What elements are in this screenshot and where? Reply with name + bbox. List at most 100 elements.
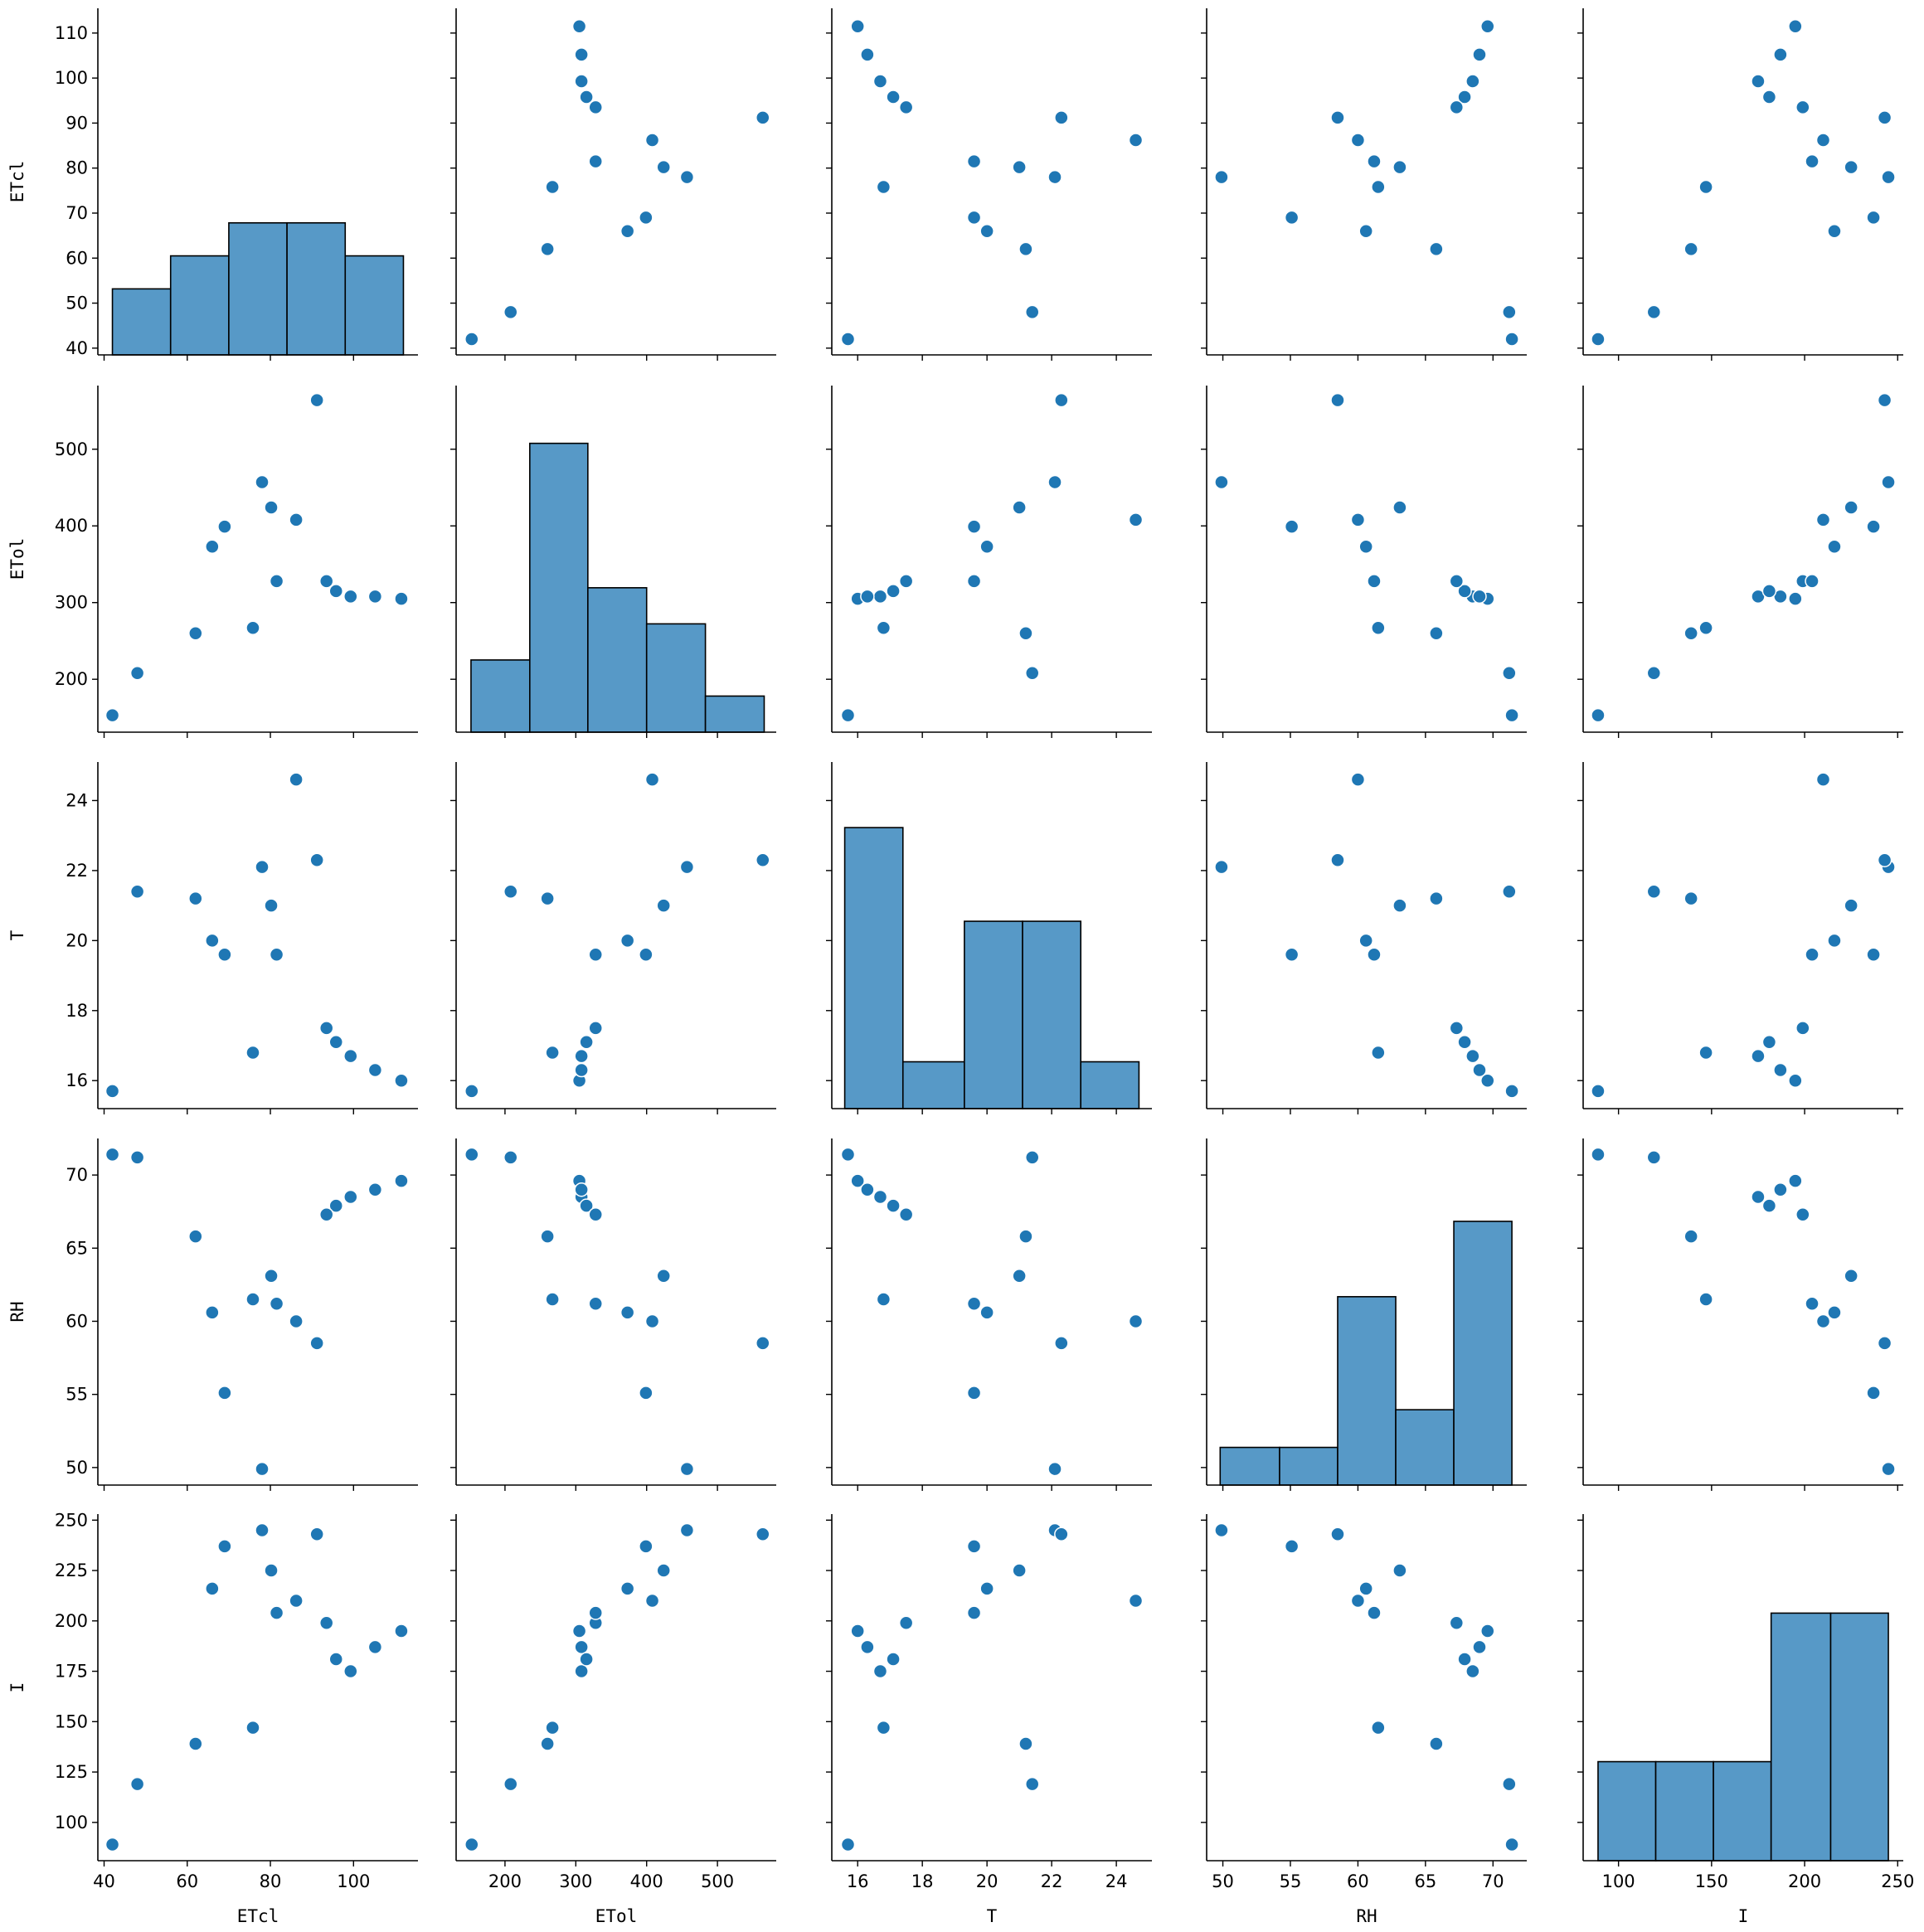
scatter-point: [588, 1296, 603, 1312]
scatter-point: [1449, 1021, 1465, 1036]
histogram-bar: [843, 827, 904, 1109]
y-tick-label: 150: [55, 1711, 88, 1731]
scatter-point: [574, 1663, 589, 1679]
scatter-point: [1472, 1639, 1487, 1655]
scatter-point: [860, 1182, 875, 1197]
scatter-point: [1502, 1776, 1517, 1792]
scatter-point: [1472, 589, 1487, 604]
scatter-point: [129, 884, 145, 899]
y-tick-label: 22: [66, 861, 88, 881]
x-tick-label: 100: [337, 1871, 370, 1891]
scatter-point: [1018, 1229, 1033, 1244]
scatter-point: [1012, 500, 1027, 515]
scatter-point: [1591, 332, 1606, 347]
scatter-point: [503, 1150, 518, 1165]
scatter-point: [872, 1189, 888, 1205]
scatter-point: [1684, 241, 1698, 257]
scatter-point: [571, 18, 587, 34]
panel-T-vs-RH: [1201, 762, 1527, 1114]
panel-I-vs-ETol: 200 300 400 500: [450, 1514, 776, 1891]
scatter-point: [1751, 1189, 1766, 1205]
y-tick-label: 90: [66, 113, 88, 133]
y-tick-label: 110: [55, 23, 88, 43]
scatter-point: [394, 591, 409, 606]
scatter-point: [1358, 1581, 1373, 1596]
y-tick-label: 20: [66, 930, 88, 950]
scatter-point: [264, 1269, 279, 1284]
x-tick-label: 100: [1602, 1871, 1635, 1891]
histogram-bar: [1713, 1760, 1772, 1862]
scatter-point: [503, 304, 518, 320]
scatter-point: [503, 884, 518, 899]
histogram-bar: [1022, 920, 1082, 1109]
histogram-bar: [1219, 1446, 1280, 1486]
panel-I-vs-T: 16 18 20 22 24: [826, 1514, 1152, 1891]
x-tick-label: 18: [911, 1871, 934, 1891]
scatter-point: [1788, 1073, 1803, 1088]
scatter-point: [571, 1624, 587, 1638]
scatter-point: [1024, 666, 1040, 681]
scatter-point: [1350, 1593, 1366, 1609]
y-tick-label: 250: [55, 1510, 88, 1530]
scatter-point: [872, 589, 888, 604]
scatter-point: [1350, 133, 1366, 148]
histogram-bar: [1395, 1409, 1455, 1486]
scatter-point: [872, 1663, 888, 1679]
scatter-point: [756, 1336, 770, 1351]
scatter-point: [840, 332, 856, 347]
scatter-point: [1795, 1206, 1810, 1222]
x-tick-label: 200: [488, 1871, 522, 1891]
scatter-point: [1018, 241, 1033, 257]
scatter-point: [269, 1605, 284, 1620]
panel-T-vs-T: [826, 762, 1152, 1114]
scatter-point: [1371, 179, 1386, 195]
scatter-point: [979, 1305, 994, 1320]
scatter-point: [1805, 947, 1820, 962]
scatter-point: [269, 947, 284, 962]
scatter-point: [574, 1182, 589, 1197]
scatter-point: [545, 1292, 560, 1307]
scatter-point: [876, 1720, 892, 1735]
scatter-point: [1429, 891, 1444, 906]
y-tick-label: 400: [55, 516, 88, 536]
scatter-point: [289, 1313, 304, 1329]
scatter-point: [188, 625, 203, 641]
scatter-point: [886, 90, 901, 104]
scatter-point: [540, 1229, 555, 1244]
scatter-point: [1805, 574, 1820, 589]
scatter-point: [1815, 133, 1831, 148]
y-tick-label: 125: [55, 1762, 88, 1782]
x-tick-label: 500: [701, 1871, 734, 1891]
histogram-bar: [111, 288, 172, 356]
scatter-point: [367, 1639, 383, 1655]
y-tick-label: 65: [66, 1238, 88, 1258]
x-tick-label: 70: [1482, 1871, 1504, 1891]
scatter-point: [639, 1539, 653, 1554]
scatter-point: [1367, 153, 1382, 169]
scatter-point: [1788, 591, 1803, 606]
scatter-point: [104, 707, 120, 723]
y-tick-label: 60: [66, 1311, 88, 1331]
panel-RH-vs-I: [1577, 1138, 1903, 1491]
scatter-point: [129, 666, 145, 681]
scatter-point: [1054, 1527, 1069, 1542]
scatter-point: [1698, 1292, 1713, 1307]
scatter-point: [1465, 1048, 1480, 1064]
panel-RH-vs-ETcl: 50 55 60 65 70: [66, 1138, 418, 1491]
scatter-point: [343, 1189, 358, 1205]
scatter-point: [979, 539, 994, 554]
scatter-point: [966, 1605, 982, 1620]
scatter-point: [1457, 584, 1472, 599]
scatter-point: [343, 589, 358, 604]
y-tick-label: 50: [66, 1458, 88, 1478]
scatter-point: [245, 1045, 260, 1061]
scatter-point: [756, 852, 770, 867]
scatter-point: [579, 1035, 594, 1050]
histogram-bar: [1597, 1760, 1657, 1862]
scatter-point: [1284, 947, 1300, 962]
y-tick-label: 50: [66, 294, 88, 313]
scatter-point: [1684, 1229, 1698, 1244]
scatter-point: [1457, 90, 1472, 104]
scatter-point: [545, 179, 560, 195]
scatter-point: [1877, 392, 1892, 408]
